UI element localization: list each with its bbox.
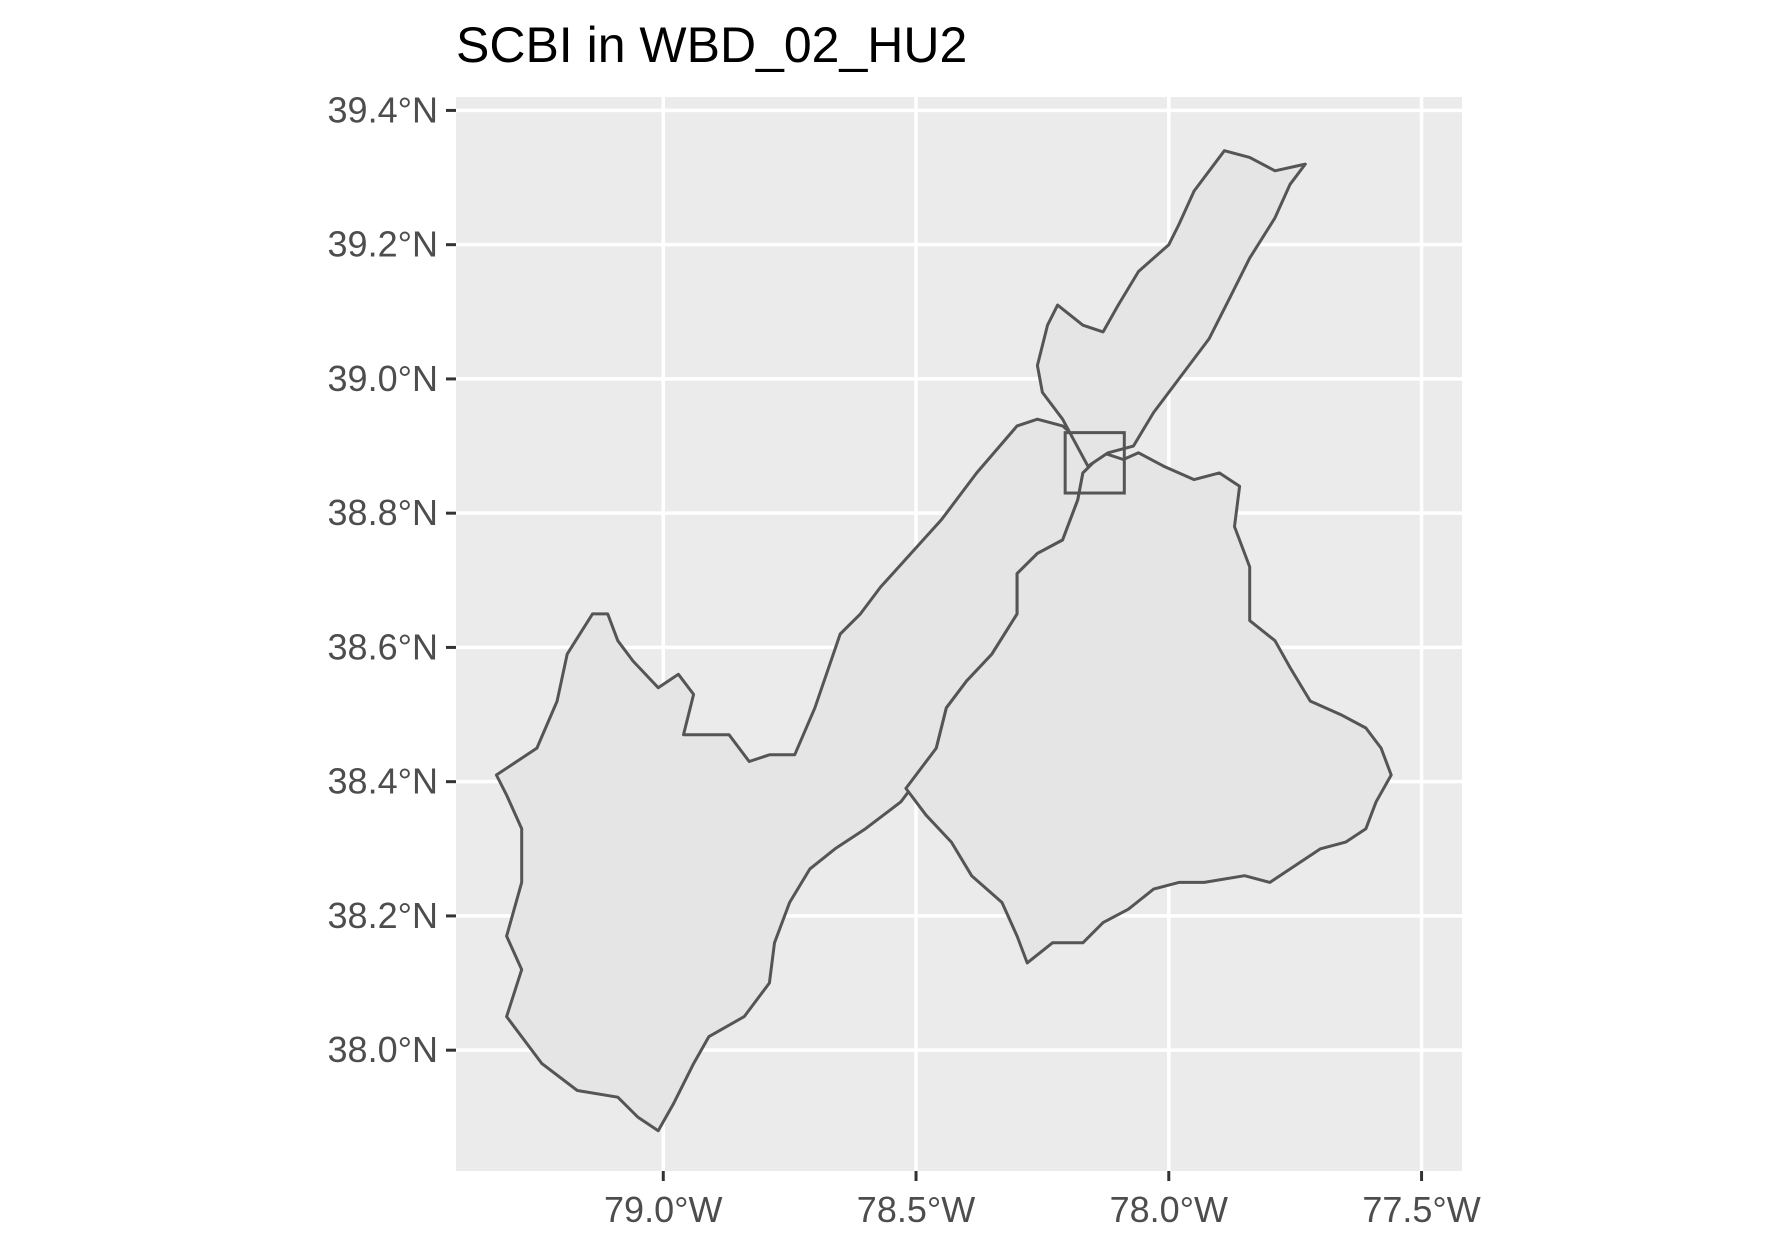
y-tick-label: 38.2°N: [328, 895, 438, 936]
y-tick-label: 38.6°N: [328, 626, 438, 667]
scbi-site-box: [1063, 431, 1126, 495]
y-tick-label: 39.4°N: [328, 89, 438, 130]
y-tick-label: 38.8°N: [328, 492, 438, 533]
watershed-east-polygon: [904, 451, 1393, 965]
watershed-north-polygon: [1035, 149, 1307, 468]
y-tick-label: 39.0°N: [328, 358, 438, 399]
x-tick-label: 78.5°W: [857, 1189, 975, 1230]
watershed-polygons: [494, 149, 1393, 1133]
x-tick-label: 79.0°W: [604, 1189, 722, 1230]
y-tick-label: 38.0°N: [328, 1029, 438, 1070]
axes: 79.0°W 78.5°W 78.0°W 77.5°W 39.4°N 39.2°N 39.0…: [328, 89, 1481, 1230]
map-title: SCBI in WBD_02_HU2: [456, 17, 967, 73]
y-tick-label: 39.2°N: [328, 224, 438, 265]
x-tick-label: 77.5°W: [1362, 1189, 1480, 1230]
y-tick-label: 38.4°N: [328, 761, 438, 802]
x-tick-label: 78.0°W: [1110, 1189, 1228, 1230]
